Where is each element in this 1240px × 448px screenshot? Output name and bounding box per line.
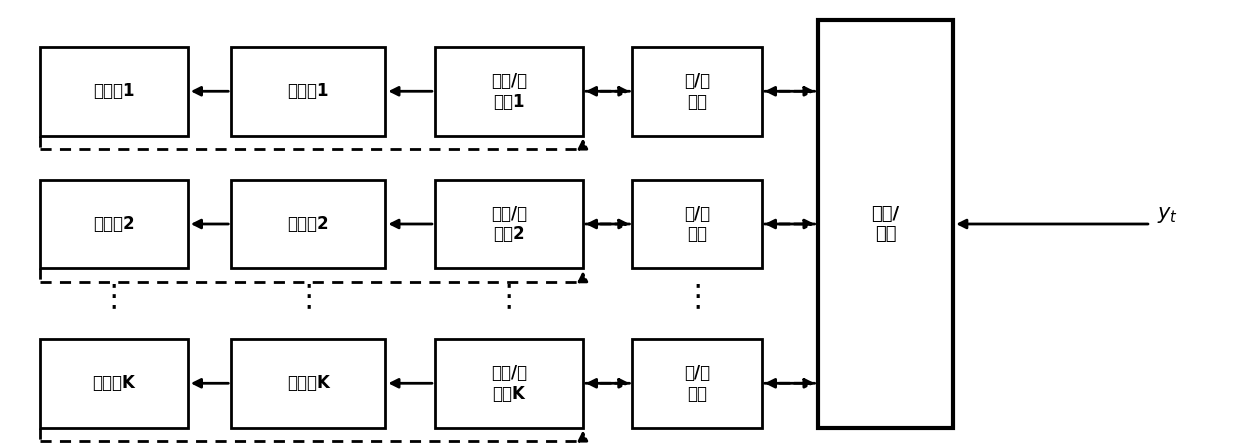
Text: 解码器2: 解码器2 [288, 215, 329, 233]
Text: ⋮: ⋮ [294, 283, 324, 311]
Text: ⋮: ⋮ [99, 283, 129, 311]
Text: 串/并
转换: 串/并 转换 [684, 72, 711, 111]
Text: 解码器1: 解码器1 [288, 82, 329, 100]
Bar [40, 339, 188, 427]
Text: 串/并
转换: 串/并 转换 [684, 364, 711, 403]
Text: 编码器K: 编码器K [93, 374, 135, 392]
Text: ⋮: ⋮ [494, 283, 525, 311]
Text: 编码器1: 编码器1 [93, 82, 135, 100]
Text: 解码器K: 解码器K [286, 374, 330, 392]
Bar [435, 180, 583, 268]
Text: ⋮: ⋮ [682, 283, 713, 311]
Bar [632, 180, 761, 268]
Text: 交织/解
交织K: 交织/解 交织K [491, 364, 527, 403]
Text: $y_t$: $y_t$ [1157, 205, 1178, 225]
Text: 串/并
转换: 串/并 转换 [684, 205, 711, 243]
Text: 解调/
调制: 解调/ 调制 [872, 205, 899, 243]
Bar [40, 47, 188, 135]
Bar [231, 47, 386, 135]
Bar [632, 47, 761, 135]
Bar [231, 180, 386, 268]
Bar [817, 21, 954, 427]
Bar [435, 47, 583, 135]
Text: 编码器2: 编码器2 [93, 215, 135, 233]
Text: 交织/解
交织2: 交织/解 交织2 [491, 205, 527, 243]
Bar [40, 180, 188, 268]
Bar [231, 339, 386, 427]
Text: 交织/解
交织1: 交织/解 交织1 [491, 72, 527, 111]
Bar [632, 339, 761, 427]
Bar [435, 339, 583, 427]
